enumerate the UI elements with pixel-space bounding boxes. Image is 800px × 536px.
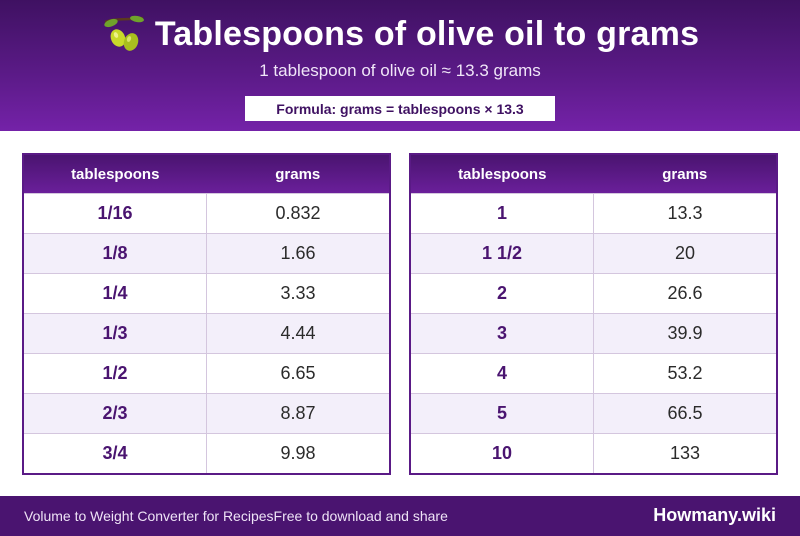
tablespoons-cell: 4: [411, 354, 594, 393]
grams-cell: 4.44: [280, 323, 316, 343]
grams-cell: 1.66: [280, 243, 316, 263]
table-row: 10 133: [411, 433, 776, 473]
column-header-grams: grams: [662, 165, 708, 183]
column-header-tablespoons: tablespoons: [71, 165, 160, 183]
tablespoons-cell: 1/2: [24, 354, 207, 393]
tablespoons-cell: 1/16: [24, 194, 207, 233]
table-row: 1/4 3.33: [24, 273, 389, 313]
tablespoons-cell: 1/8: [24, 234, 207, 273]
brand-logo-text[interactable]: Howmany.wiki: [653, 505, 776, 525]
table-row: 1 1/2 20: [411, 233, 776, 273]
grams-cell: 8.87: [280, 403, 316, 423]
tablespoons-cell: 5: [411, 394, 594, 433]
olive-icon: [104, 15, 144, 51]
tablespoons-cell: 3: [411, 314, 594, 353]
tablespoons-cell: 3/4: [24, 434, 207, 473]
tablespoons-cell: 2: [411, 274, 594, 313]
footer-bar: Volume to Weight Converter for RecipesFr…: [0, 496, 800, 536]
grams-cell: 39.9: [667, 323, 703, 343]
table-row: 1/3 4.44: [24, 313, 389, 353]
column-header-tablespoons: tablespoons: [458, 165, 547, 183]
tablespoons-cell: 1/3: [24, 314, 207, 353]
tablespoons-cell: 1: [411, 194, 594, 233]
grams-cell: 20: [674, 243, 696, 263]
grams-cell: 53.2: [667, 363, 703, 383]
table-header: tablespoons grams: [24, 155, 389, 193]
header-banner: Tablespoons of olive oil to grams 1 tabl…: [0, 0, 800, 131]
tablespoons-cell: 1/4: [24, 274, 207, 313]
grams-cell: 6.65: [280, 363, 316, 383]
table-row: 1/16 0.832: [24, 193, 389, 233]
table-row: 1/2 6.65: [24, 353, 389, 393]
tablespoons-cell: 2/3: [24, 394, 207, 433]
conversion-table-large: tablespoons grams 1 13.3 1 1/2 20 2 26.6…: [409, 153, 778, 475]
table-row: 2 26.6: [411, 273, 776, 313]
subtitle: 1 tablespoon of olive oil ≈ 13.3 grams: [259, 61, 541, 80]
footer-tagline-free: Free to download and share: [273, 508, 448, 524]
conversion-table-small: tablespoons grams 1/16 0.832 1/8 1.66 1/…: [22, 153, 391, 475]
table-row: 5 66.5: [411, 393, 776, 433]
table-row: 3/4 9.98: [24, 433, 389, 473]
table-row: 3 39.9: [411, 313, 776, 353]
table-row: 1 13.3: [411, 193, 776, 233]
grams-cell: 26.6: [667, 283, 703, 303]
grams-cell: 3.33: [280, 283, 316, 303]
tablespoons-cell: 1 1/2: [411, 234, 594, 273]
table-header: tablespoons grams: [411, 155, 776, 193]
grams-cell: 9.98: [280, 443, 316, 463]
page-title: Tablespoons of olive oil to grams: [154, 14, 700, 53]
table-row: 1/8 1.66: [24, 233, 389, 273]
table-row: 2/3 8.87: [24, 393, 389, 433]
grams-cell: 13.3: [667, 203, 703, 223]
title-row: Tablespoons of olive oil to grams: [0, 12, 800, 56]
grams-cell: 66.5: [667, 403, 703, 423]
footer-tagline-converter: Volume to Weight Converter for Recipes: [24, 508, 274, 524]
tablespoons-cell: 10: [411, 434, 594, 473]
formula-badge: Formula: grams = tablespoons × 13.3: [245, 96, 555, 121]
footer-tagline: Volume to Weight Converter for RecipesFr…: [24, 508, 448, 524]
table-row: 4 53.2: [411, 353, 776, 393]
column-header-grams: grams: [275, 165, 321, 183]
grams-cell: 0.832: [275, 203, 321, 223]
grams-cell: 133: [669, 443, 701, 463]
